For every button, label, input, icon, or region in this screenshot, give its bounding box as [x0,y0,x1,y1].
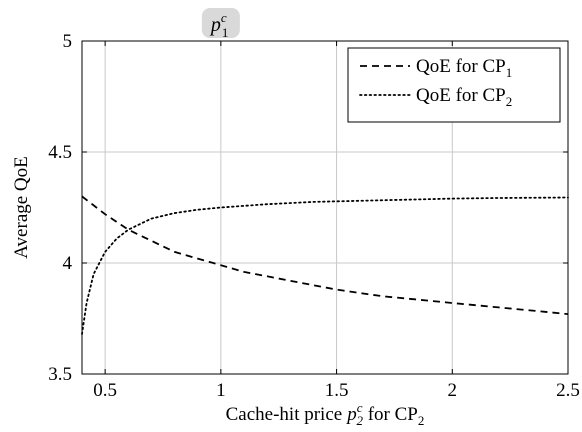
plot-frame [81,40,569,375]
x-tick-label: 1.5 [325,380,349,401]
legend-label-1: QoE for CP1 [416,56,512,80]
legend-label-text: QoE for CP [416,85,506,106]
legend-label-sub: 1 [506,65,513,80]
x-axis-label-suffix-sub: 2 [418,413,425,428]
legend-box [347,47,561,123]
annotation-sup: c [221,10,227,25]
series-line-1 [81,195,569,315]
y-tick-label: 4 [63,253,73,274]
x-axis-label-text: Cache-hit price [226,404,343,425]
y-tick-label: 5 [63,31,73,52]
series-line-2 [81,196,569,335]
x-axis-label-sup: c [357,400,363,415]
x-axis-label-symbol: p [345,404,357,425]
x-axis-label-sub: 2 [356,413,363,428]
y-tick-label: 4.5 [48,142,72,163]
x-axis-label: Cache-hit price pc 2 for CP2 [226,400,425,428]
annotation-symbol: p [209,14,221,36]
annotation-badge [201,8,240,38]
legend-label-2: QoE for CP2 [416,85,512,109]
x-tick-label: 2.5 [556,380,580,401]
annotation-sub: 1 [222,25,229,40]
legend-label-sub: 2 [506,94,513,109]
x-tick-label: 1 [216,380,226,401]
legend-label-text: QoE for CP [416,56,506,77]
x-axis-label-suffix: for CP [363,404,418,425]
y-axis-label: Average QoE [11,156,32,259]
y-tick-label: 3.5 [48,364,72,385]
series-layer [81,195,569,335]
x-tick-label: 0.5 [93,380,117,401]
annotation-label: pc 1 [209,10,229,40]
x-tick-label: 2 [448,380,458,401]
tick-layer: 0.5 1 1.5 2 2.5 3.5 4 4.5 5 [48,31,580,401]
annotation-layer: pc 1 [201,8,240,40]
